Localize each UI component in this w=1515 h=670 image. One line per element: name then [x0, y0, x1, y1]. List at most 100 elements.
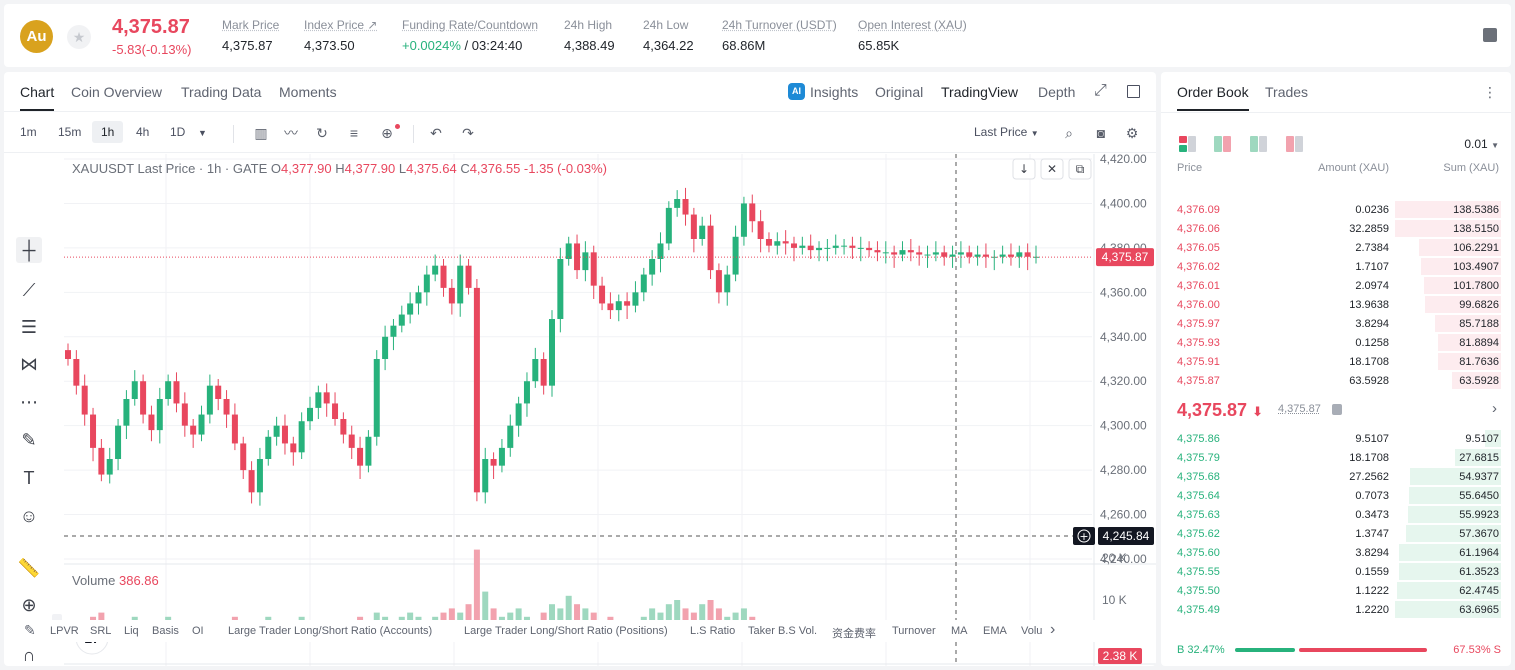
view-asks-icon[interactable]	[1286, 136, 1304, 152]
bid-row[interactable]: 4,375.50 1.1222 62.4745	[1161, 581, 1511, 600]
add-alert-icon[interactable]: ⊕	[381, 125, 393, 141]
stat-index-price[interactable]: Index Price ↗ 4,373.50	[304, 18, 377, 53]
indicator-chip[interactable]: MA	[951, 625, 968, 637]
ask-row[interactable]: 4,375.87 63.5928 63.5928	[1161, 371, 1511, 390]
bid-row[interactable]: 4,375.62 1.3747 57.3670	[1161, 524, 1511, 543]
ask-row[interactable]: 4,376.09 0.0236 138.5386	[1161, 200, 1511, 219]
ask-row[interactable]: 4,376.00 13.9638 99.6826	[1161, 295, 1511, 314]
precision-select[interactable]: 0.01 ▼	[1464, 137, 1499, 151]
fib-lines-icon[interactable]: ☰	[20, 317, 38, 337]
stat-24h-turnover[interactable]: 24h Turnover (USDT) 68.86M	[722, 18, 837, 53]
view-split-icon[interactable]	[1214, 136, 1232, 152]
view-both-icon[interactable]	[1179, 136, 1197, 152]
tab-order-book[interactable]: Order Book	[1177, 84, 1249, 111]
ask-row[interactable]: 4,375.91 18.1708 81.7636	[1161, 352, 1511, 371]
tab-coin-overview[interactable]: Coin Overview	[71, 84, 163, 100]
candle-type-icon[interactable]: ▥	[254, 125, 268, 141]
templates-icon[interactable]: ≡	[349, 125, 359, 141]
maximize-icon[interactable]: ⧉	[1068, 158, 1092, 180]
bid-row[interactable]: 4,375.63 0.3473 55.9923	[1161, 505, 1511, 524]
indicator-next-icon[interactable]: ›	[1050, 621, 1056, 638]
price-chart[interactable]: 4,420.004,400.004,380.004,360.004,340.00…	[4, 154, 1156, 666]
indicators-icon[interactable]: 〰	[284, 125, 298, 141]
bid-row[interactable]: 4,375.79 18.1708 27.6815	[1161, 448, 1511, 467]
indicator-chip[interactable]: SRL	[90, 625, 112, 637]
timeframe-15m[interactable]: 15m	[58, 125, 82, 139]
arrow-down-icon[interactable]: ↓	[1012, 158, 1036, 180]
search-icon[interactable]: ⌕	[1065, 125, 1073, 141]
magnet-icon[interactable]: ∩	[22, 645, 36, 665]
chevron-right-icon[interactable]: ›	[1492, 400, 1497, 417]
emoji-icon[interactable]: ☺	[19, 506, 39, 526]
stat-open-interest[interactable]: Open Interest (XAU) 65.85K	[858, 18, 967, 53]
tab-trading-data[interactable]: Trading Data	[181, 84, 262, 100]
indicator-chip[interactable]: Large Trader Long/Short Ratio (Accounts)	[228, 625, 433, 637]
ask-row[interactable]: 4,375.93 0.1258 81.8894	[1161, 333, 1511, 352]
indicator-chip[interactable]: OI	[192, 625, 204, 637]
tab-insights[interactable]: Insights	[810, 84, 859, 100]
bid-row[interactable]: 4,375.49 1.2220 63.6965	[1161, 600, 1511, 619]
ai-insights-icon[interactable]: AI	[788, 83, 805, 100]
indicator-chip[interactable]: Turnover	[892, 625, 936, 637]
brush-icon[interactable]: ✎	[21, 430, 37, 450]
bid-row[interactable]: 4,375.64 0.7073 55.6450	[1161, 486, 1511, 505]
y-tick-label: 4,260.00	[1100, 508, 1147, 522]
timeframe-1h[interactable]: 1h	[92, 121, 124, 143]
compare-icon[interactable]: ↻	[316, 125, 328, 141]
view-bids-icon[interactable]	[1250, 136, 1268, 152]
tab-tradingview[interactable]: TradingView	[941, 84, 1019, 100]
ask-row[interactable]: 4,375.97 3.8294 85.7188	[1161, 314, 1511, 333]
text-tool-icon[interactable]: T	[23, 468, 35, 488]
tab-original[interactable]: Original	[875, 84, 924, 100]
row-price: 4,375.68	[1177, 471, 1220, 483]
pattern-icon[interactable]: ⋈	[20, 354, 38, 374]
tab-chart[interactable]: Chart	[20, 84, 55, 111]
crosshair-icon[interactable]: ┼	[16, 237, 42, 263]
indicator-chip[interactable]: Volu	[1021, 625, 1043, 637]
tab-depth[interactable]: Depth	[1038, 84, 1076, 100]
timeframe-4h[interactable]: 4h	[136, 125, 150, 139]
zoom-in-icon[interactable]: ⊕	[21, 595, 37, 615]
ask-row[interactable]: 4,376.06 32.2859 138.5150	[1161, 219, 1511, 238]
favorite-star-icon[interactable]: ★	[67, 25, 91, 49]
expand-icon[interactable]: ⤢	[1094, 82, 1107, 99]
ask-row[interactable]: 4,376.05 2.7384 106.2291	[1161, 238, 1511, 257]
indicator-chip[interactable]: EMA	[983, 625, 1007, 637]
indicator-chip[interactable]: Basis	[152, 625, 179, 637]
bid-row[interactable]: 4,375.60 3.8294 61.1964	[1161, 543, 1511, 562]
candle	[682, 187, 689, 226]
tab-trades[interactable]: Trades	[1265, 84, 1309, 100]
more-icon[interactable]: ⋮	[1483, 84, 1497, 100]
book-icon[interactable]	[1483, 28, 1497, 42]
bid-row[interactable]: 4,375.55 0.1559 61.3523	[1161, 562, 1511, 581]
mid-price[interactable]: 4,375.87 ⬇	[1177, 400, 1263, 421]
timeframe-1d[interactable]: 1D	[170, 125, 186, 139]
tab-moments[interactable]: Moments	[279, 84, 337, 100]
price-type-select[interactable]: Last Price ▼	[974, 125, 1039, 139]
timeframe-dropdown-icon[interactable]: ▼	[198, 128, 207, 138]
trend-line-icon[interactable]: ⟋	[22, 280, 36, 300]
bid-row[interactable]: 4,375.86 9.5107 9.5107	[1161, 429, 1511, 448]
camera-icon[interactable]: ◙	[1096, 125, 1106, 141]
bid-row[interactable]: 4,375.68 27.2562 54.9377	[1161, 467, 1511, 486]
collapse-icon[interactable]: ✕	[1040, 158, 1064, 180]
projection-icon[interactable]: ⋯	[20, 392, 38, 412]
ask-row[interactable]: 4,376.02 1.7107 103.4907	[1161, 257, 1511, 276]
stat-funding-rate[interactable]: Funding Rate/Countdown +0.0024% / 03:24:…	[402, 18, 538, 53]
add-alert-plus-icon[interactable]: +	[1073, 527, 1095, 545]
ruler-icon[interactable]: 📏	[17, 558, 41, 578]
stat-mark-price[interactable]: Mark Price 4,375.87	[222, 18, 279, 53]
edit-indicators-icon[interactable]: ✎	[24, 622, 36, 638]
indicator-chip[interactable]: LPVR	[50, 625, 79, 637]
undo-icon[interactable]: ↶	[430, 125, 442, 141]
indicator-chip[interactable]: L.S Ratio	[690, 625, 736, 637]
indicator-chip[interactable]: Large Trader Long/Short Ratio (Positions…	[464, 625, 668, 637]
window-icon[interactable]	[1127, 85, 1140, 98]
timeframe-1m[interactable]: 1m	[20, 125, 37, 139]
gear-icon[interactable]: ⚙	[1125, 125, 1139, 141]
indicator-chip[interactable]: Taker B.S Vol.	[748, 625, 818, 637]
indicator-chip[interactable]: 资金费率	[832, 628, 876, 640]
redo-icon[interactable]: ↷	[462, 125, 474, 141]
indicator-chip[interactable]: Liq	[124, 625, 139, 637]
ask-row[interactable]: 4,376.01 2.0974 101.7800	[1161, 276, 1511, 295]
